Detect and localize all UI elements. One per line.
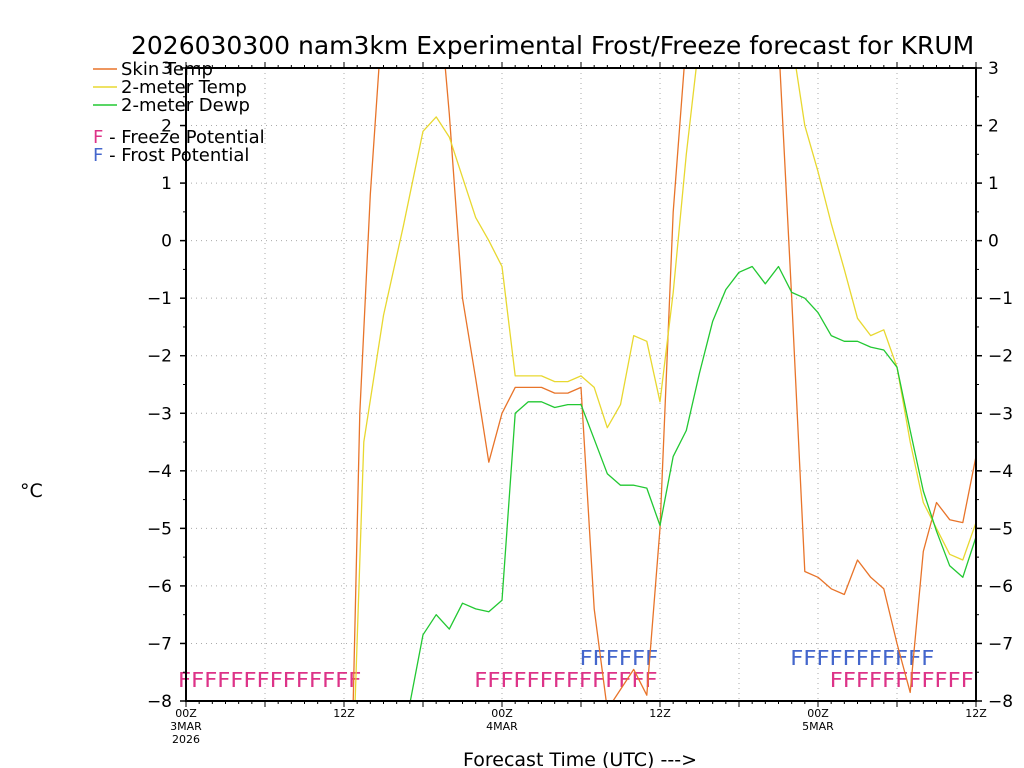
x-tick-label: 12Z xyxy=(649,707,671,720)
y-tick-label: −6 xyxy=(147,577,172,597)
y-tick-label-right: −1 xyxy=(988,289,1013,309)
plot-frame xyxy=(185,67,977,702)
y-tick-label-right: 0 xyxy=(988,232,999,252)
flag-legend-item: F - Freeze Potential xyxy=(93,127,265,148)
freeze-flag-run: FFFFFFFFFFFFFF xyxy=(474,668,657,692)
x-tick-label: 00Z xyxy=(175,707,197,720)
legend-label: 2-meter Dewp xyxy=(121,95,250,116)
flag-legend-letter: F xyxy=(93,127,103,148)
y-tick-label-right: 1 xyxy=(988,174,999,194)
x-tick-label: 00Z xyxy=(807,707,829,720)
grid-lines xyxy=(186,68,976,701)
series-line-2-meter-dewp xyxy=(409,265,976,701)
y-tick-label-right: −8 xyxy=(988,692,1013,712)
freeze-flag-run: FFFFFFFFFFFFFF xyxy=(178,668,361,692)
flag-legend-label: - Freeze Potential xyxy=(103,127,264,148)
y-tick-label: −5 xyxy=(147,519,172,539)
y-tick-label: −4 xyxy=(147,462,172,482)
axis-ticks: 3 3 2 2 1 1 0 0 −1 −1 −2 −2 −3 −3 −4 −4 −5 −5 −6 −6 −7 −7 −8 −8 xyxy=(147,59,1013,712)
y-tick-label-right: −4 xyxy=(988,462,1013,482)
flag-legend-label: - Frost Potential xyxy=(103,145,249,166)
x-tick-label: 12Z xyxy=(965,707,987,720)
y-tick-label: 0 xyxy=(161,232,172,252)
frost-flag-run: FFFFFF xyxy=(580,646,659,670)
x-tick-label: 4MAR xyxy=(486,720,518,733)
flag-legend-letter: F xyxy=(93,145,103,166)
y-tick-label: 1 xyxy=(161,174,172,194)
legend-label: 2-meter Temp xyxy=(121,77,247,98)
series-line-skin-temp xyxy=(352,68,976,701)
y-tick-label: −3 xyxy=(147,404,172,424)
frost-flag-run: FFFFFFFFFFF xyxy=(790,646,934,670)
y-tick-label: −1 xyxy=(147,289,172,309)
y-tick-label-right: 3 xyxy=(988,59,999,79)
y-tick-label-right: −7 xyxy=(988,634,1013,654)
potential-flags: FFFFFFFFFFFFFF FFFFFFFFFFFFFF FFFFFFFFFFFF… xyxy=(178,646,974,692)
y-tick-label-right: −6 xyxy=(988,577,1013,597)
y-tick-label-right: 2 xyxy=(988,117,999,137)
series-line-2-meter-temp xyxy=(354,68,976,701)
freeze-flag-run: FFFFFFFFFFF xyxy=(830,668,974,692)
y-tick-label-right: −2 xyxy=(988,347,1013,367)
x-axis-label: Forecast Time (UTC) ---> xyxy=(463,749,697,768)
y-tick-label: −2 xyxy=(147,347,172,367)
x-tick-label: 5MAR xyxy=(802,720,834,733)
x-tick-label: 00Z xyxy=(491,707,513,720)
y-tick-label: 2 xyxy=(161,117,172,137)
x-tick-label: 3MAR xyxy=(170,720,202,733)
x-tick-label: 12Z xyxy=(333,707,355,720)
series-lines xyxy=(352,68,976,701)
y-tick-label: −8 xyxy=(147,692,172,712)
chart-title: 2026030300 nam3km Experimental Frost/Fre… xyxy=(131,31,974,60)
y-tick-label: −7 xyxy=(147,634,172,654)
y-tick-label: 3 xyxy=(161,59,172,79)
legend-label: Skin Temp xyxy=(121,59,213,80)
y-tick-label-right: −5 xyxy=(988,519,1013,539)
y-tick-label-right: −3 xyxy=(988,404,1013,424)
flag-legend-item: F - Frost Potential xyxy=(93,145,249,166)
x-tick-label: 2026 xyxy=(172,733,200,746)
y-axis-label: °C xyxy=(20,480,43,502)
